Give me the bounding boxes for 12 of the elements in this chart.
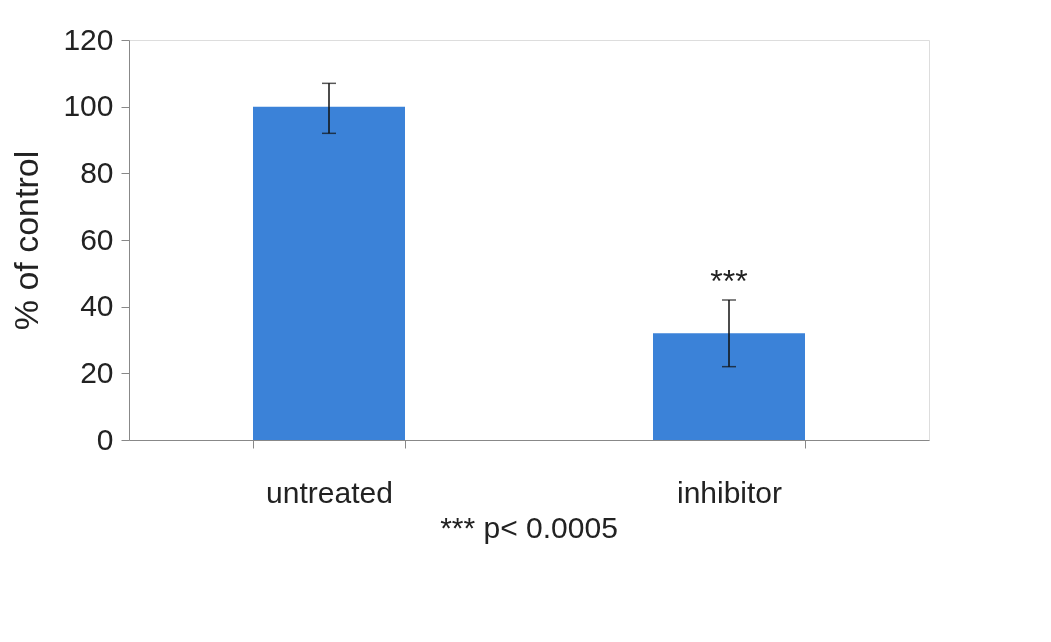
y-tick-label: 80 (80, 155, 114, 189)
x-tick-label: untreated (266, 475, 393, 509)
y-tick-label: 40 (80, 289, 114, 323)
y-tick-label: 0 (96, 422, 114, 456)
y-tick-label: 20 (80, 355, 114, 389)
text: *** p< 0.0005 (440, 511, 618, 544)
y-tick-label: 100 (63, 89, 114, 123)
y-tick-label: 120 (63, 22, 114, 56)
y-axis-title: % of control (7, 150, 46, 331)
x-tick-label: inhibitor (676, 475, 783, 509)
annotation: *** (710, 263, 748, 299)
y-tick-label: 60 (80, 222, 114, 256)
